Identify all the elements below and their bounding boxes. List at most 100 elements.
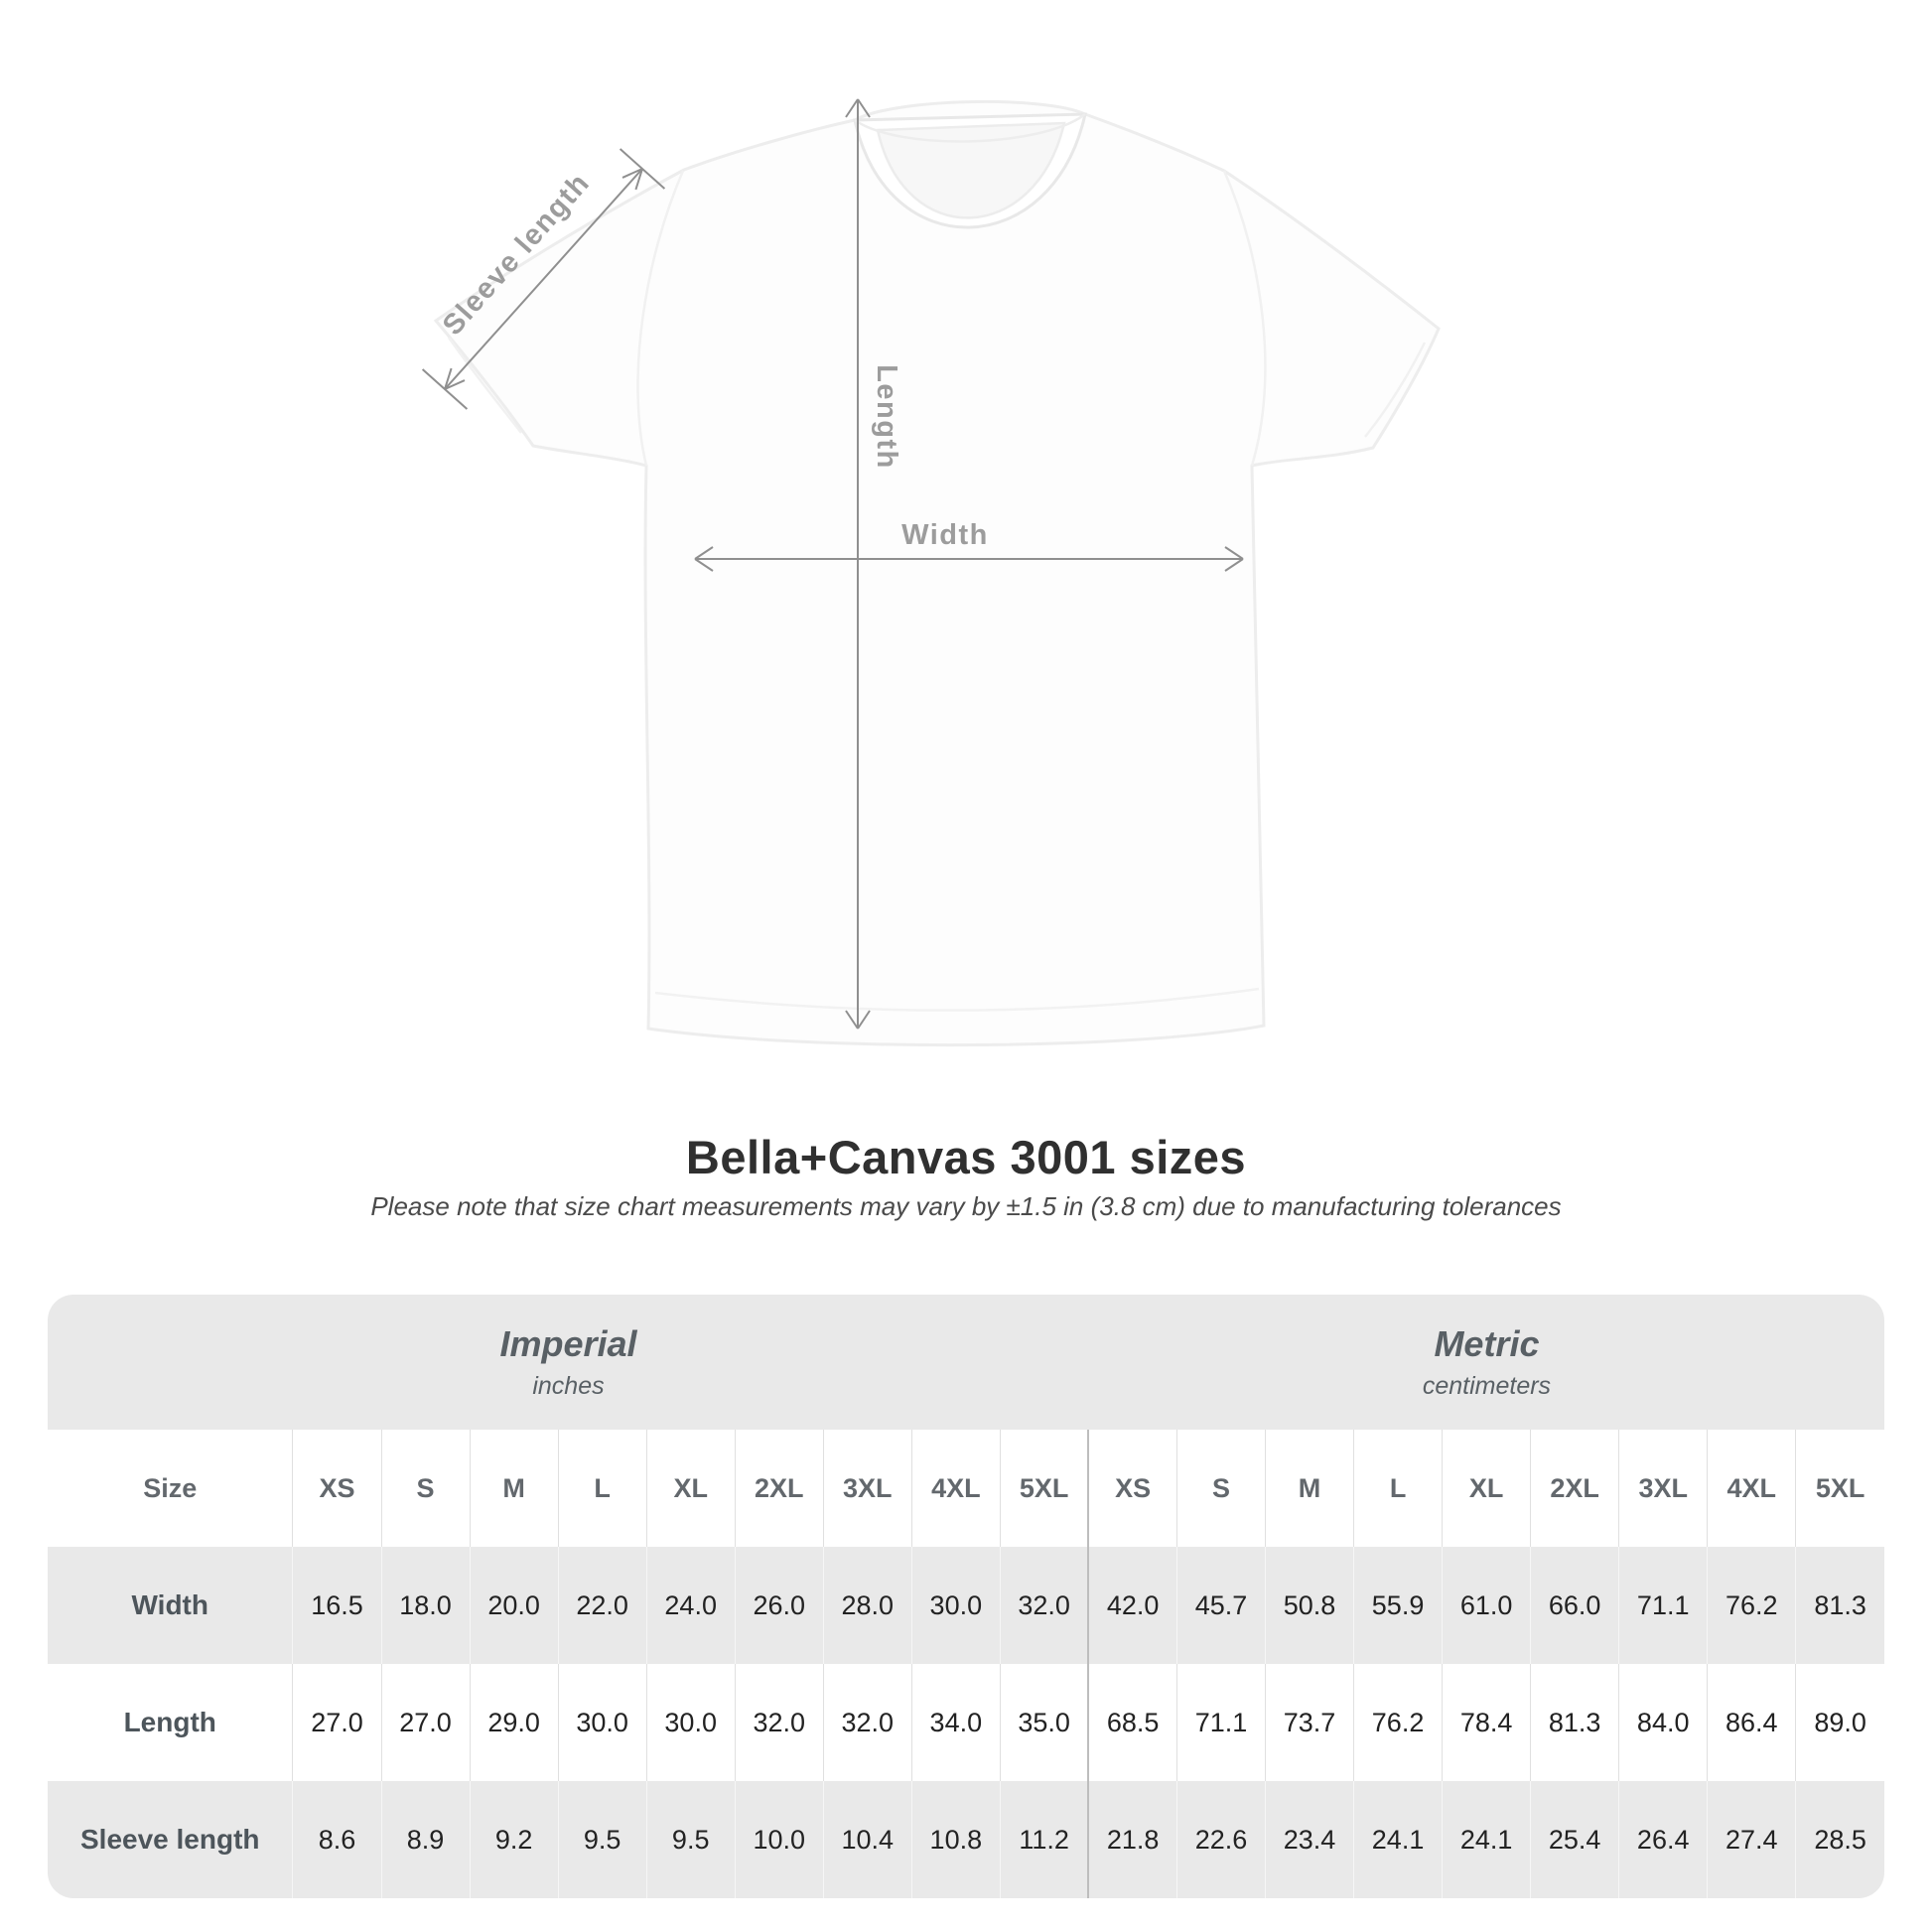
cell-sleeve-length-imperial-xs: 8.6 bbox=[292, 1781, 382, 1898]
cell-length-metric-2xl: 81.3 bbox=[1530, 1664, 1619, 1781]
cell-sleeve-length-imperial-m: 9.2 bbox=[469, 1781, 559, 1898]
size-header-imperial-4xl: 4XL bbox=[910, 1430, 1001, 1547]
cell-width-metric-xs: 42.0 bbox=[1087, 1547, 1177, 1664]
tolerance-note: Please note that size chart measurements… bbox=[370, 1191, 1562, 1221]
imperial-title: Imperial bbox=[499, 1322, 637, 1364]
size-header-row: Size XS S M L XL 2XL 3XL 4XL 5XL XS S M L XL 2XL 3XL 4XL 5… bbox=[48, 1430, 1884, 1547]
cell-length-metric-5xl: 89.0 bbox=[1795, 1664, 1884, 1781]
cell-length-imperial-l: 30.0 bbox=[557, 1664, 647, 1781]
cell-sleeve-length-imperial-s: 8.9 bbox=[380, 1781, 471, 1898]
cell-sleeve-length-metric-3xl: 26.4 bbox=[1618, 1781, 1708, 1898]
cell-sleeve-length-imperial-4xl: 10.8 bbox=[910, 1781, 1001, 1898]
table-row: Width 16.5 18.0 20.0 22.0 24.0 26.0 28.0 30.0 32.… bbox=[48, 1547, 1884, 1664]
cell-width-metric-4xl: 76.2 bbox=[1707, 1547, 1796, 1664]
cell-width-metric-xl: 61.0 bbox=[1442, 1547, 1531, 1664]
cell-sleeve-length-metric-l: 24.1 bbox=[1353, 1781, 1443, 1898]
metric-title: Metric bbox=[1434, 1322, 1540, 1364]
cell-length-imperial-3xl: 32.0 bbox=[822, 1664, 912, 1781]
size-header-imperial-2xl: 2XL bbox=[734, 1430, 824, 1547]
size-header-metric-3xl: 3XL bbox=[1618, 1430, 1708, 1547]
length-label: Length bbox=[871, 364, 902, 470]
cell-width-metric-5xl: 81.3 bbox=[1795, 1547, 1884, 1664]
imperial-header: Imperial inches bbox=[48, 1322, 1089, 1400]
size-header-metric-xl: XL bbox=[1442, 1430, 1531, 1547]
size-header-imperial-xl: XL bbox=[645, 1430, 736, 1547]
sleeve-length-arrow bbox=[421, 148, 666, 410]
size-header-metric-s: S bbox=[1175, 1430, 1266, 1547]
tshirt-measurement-diagram: Sleeve length Length Width bbox=[421, 98, 1441, 1047]
table-row: Sleeve length 8.6 8.9 9.2 9.5 9.5 10.0 10.4 10.8… bbox=[48, 1781, 1884, 1898]
tshirt-hem-stitch bbox=[654, 987, 1260, 1013]
cell-sleeve-length-metric-s: 22.6 bbox=[1175, 1781, 1266, 1898]
cell-length-metric-m: 73.7 bbox=[1264, 1664, 1354, 1781]
imperial-unit: inches bbox=[532, 1371, 605, 1400]
cell-sleeve-length-imperial-xl: 9.5 bbox=[645, 1781, 736, 1898]
cell-width-metric-l: 55.9 bbox=[1353, 1547, 1443, 1664]
cell-length-imperial-2xl: 32.0 bbox=[734, 1664, 824, 1781]
cell-width-imperial-s: 18.0 bbox=[380, 1547, 471, 1664]
cell-length-metric-xl: 78.4 bbox=[1442, 1664, 1531, 1781]
size-header-imperial-3xl: 3XL bbox=[822, 1430, 912, 1547]
size-header-imperial-s: S bbox=[380, 1430, 471, 1547]
cell-length-imperial-5xl: 35.0 bbox=[999, 1664, 1089, 1781]
cell-length-metric-l: 76.2 bbox=[1353, 1664, 1443, 1781]
length-arrow bbox=[845, 98, 871, 1030]
width-arrow bbox=[694, 546, 1244, 572]
tshirt-collar-back-seam bbox=[854, 113, 1086, 143]
tshirt-seam-right bbox=[1222, 170, 1267, 467]
size-table: Size XS S M L XL 2XL 3XL 4XL 5XL XS S M L XL 2XL 3XL 4XL 5… bbox=[48, 1430, 1884, 1898]
size-header-imperial-l: L bbox=[557, 1430, 647, 1547]
size-header-metric-2xl: 2XL bbox=[1530, 1430, 1619, 1547]
cell-sleeve-length-imperial-l: 9.5 bbox=[557, 1781, 647, 1898]
page-title: Bella+Canvas 3001 sizes bbox=[685, 1131, 1247, 1183]
cell-sleeve-length-metric-4xl: 27.4 bbox=[1707, 1781, 1796, 1898]
unit-headers: Imperial inches Metric centimeters bbox=[48, 1295, 1884, 1430]
cell-sleeve-length-metric-m: 23.4 bbox=[1264, 1781, 1354, 1898]
cell-sleeve-length-imperial-2xl: 10.0 bbox=[734, 1781, 824, 1898]
cell-width-imperial-3xl: 28.0 bbox=[822, 1547, 912, 1664]
cell-width-metric-m: 50.8 bbox=[1264, 1547, 1354, 1664]
cell-width-imperial-5xl: 32.0 bbox=[999, 1547, 1089, 1664]
cell-width-imperial-l: 22.0 bbox=[557, 1547, 647, 1664]
size-header-metric-m: M bbox=[1264, 1430, 1354, 1547]
tshirt-collar-inner bbox=[876, 121, 1066, 219]
size-header-metric-5xl: 5XL bbox=[1795, 1430, 1884, 1547]
cell-length-metric-s: 71.1 bbox=[1175, 1664, 1266, 1781]
size-chart-card: Imperial inches Metric centimeters Size X… bbox=[48, 1295, 1884, 1898]
tshirt-cuff-left bbox=[447, 337, 522, 434]
cell-length-imperial-xs: 27.0 bbox=[292, 1664, 382, 1781]
row-label-sleeve-length: Sleeve length bbox=[79, 1824, 260, 1855]
size-header-imperial-xs: XS bbox=[292, 1430, 382, 1547]
width-label: Width bbox=[901, 519, 989, 551]
size-col-header: Size bbox=[143, 1472, 198, 1503]
cell-length-imperial-4xl: 34.0 bbox=[910, 1664, 1001, 1781]
size-header-metric-xs: XS bbox=[1087, 1430, 1177, 1547]
tshirt-illustration: Sleeve length Length Width bbox=[421, 98, 1441, 1047]
cell-length-imperial-m: 29.0 bbox=[469, 1664, 559, 1781]
cell-length-metric-3xl: 84.0 bbox=[1618, 1664, 1708, 1781]
cell-sleeve-length-metric-5xl: 28.5 bbox=[1795, 1781, 1884, 1898]
cell-sleeve-length-imperial-5xl: 11.2 bbox=[999, 1781, 1089, 1898]
table-row: Length 27.0 27.0 29.0 30.0 30.0 32.0 32.0 34.0 35… bbox=[48, 1664, 1884, 1781]
cell-width-metric-2xl: 66.0 bbox=[1530, 1547, 1619, 1664]
size-header-metric-4xl: 4XL bbox=[1707, 1430, 1796, 1547]
cell-length-imperial-xl: 30.0 bbox=[645, 1664, 736, 1781]
tshirt-seam-left bbox=[636, 170, 685, 467]
size-header-metric-l: L bbox=[1353, 1430, 1443, 1547]
size-header-imperial-m: M bbox=[469, 1430, 559, 1547]
tshirt-body bbox=[433, 99, 1441, 1047]
metric-header: Metric centimeters bbox=[1089, 1322, 1884, 1400]
metric-unit: centimeters bbox=[1422, 1371, 1552, 1400]
row-label-width: Width bbox=[131, 1589, 208, 1620]
cell-sleeve-length-metric-xl: 24.1 bbox=[1442, 1781, 1531, 1898]
tshirt-cuff-right bbox=[1364, 342, 1427, 438]
cell-length-metric-4xl: 86.4 bbox=[1707, 1664, 1796, 1781]
cell-width-metric-s: 45.7 bbox=[1175, 1547, 1266, 1664]
cell-length-imperial-s: 27.0 bbox=[380, 1664, 471, 1781]
size-header-imperial-5xl: 5XL bbox=[999, 1430, 1089, 1547]
cell-sleeve-length-metric-xs: 21.8 bbox=[1087, 1781, 1177, 1898]
row-label-length: Length bbox=[123, 1707, 216, 1737]
cell-length-metric-xs: 68.5 bbox=[1087, 1664, 1177, 1781]
cell-sleeve-length-metric-2xl: 25.4 bbox=[1530, 1781, 1619, 1898]
cell-width-imperial-m: 20.0 bbox=[469, 1547, 559, 1664]
